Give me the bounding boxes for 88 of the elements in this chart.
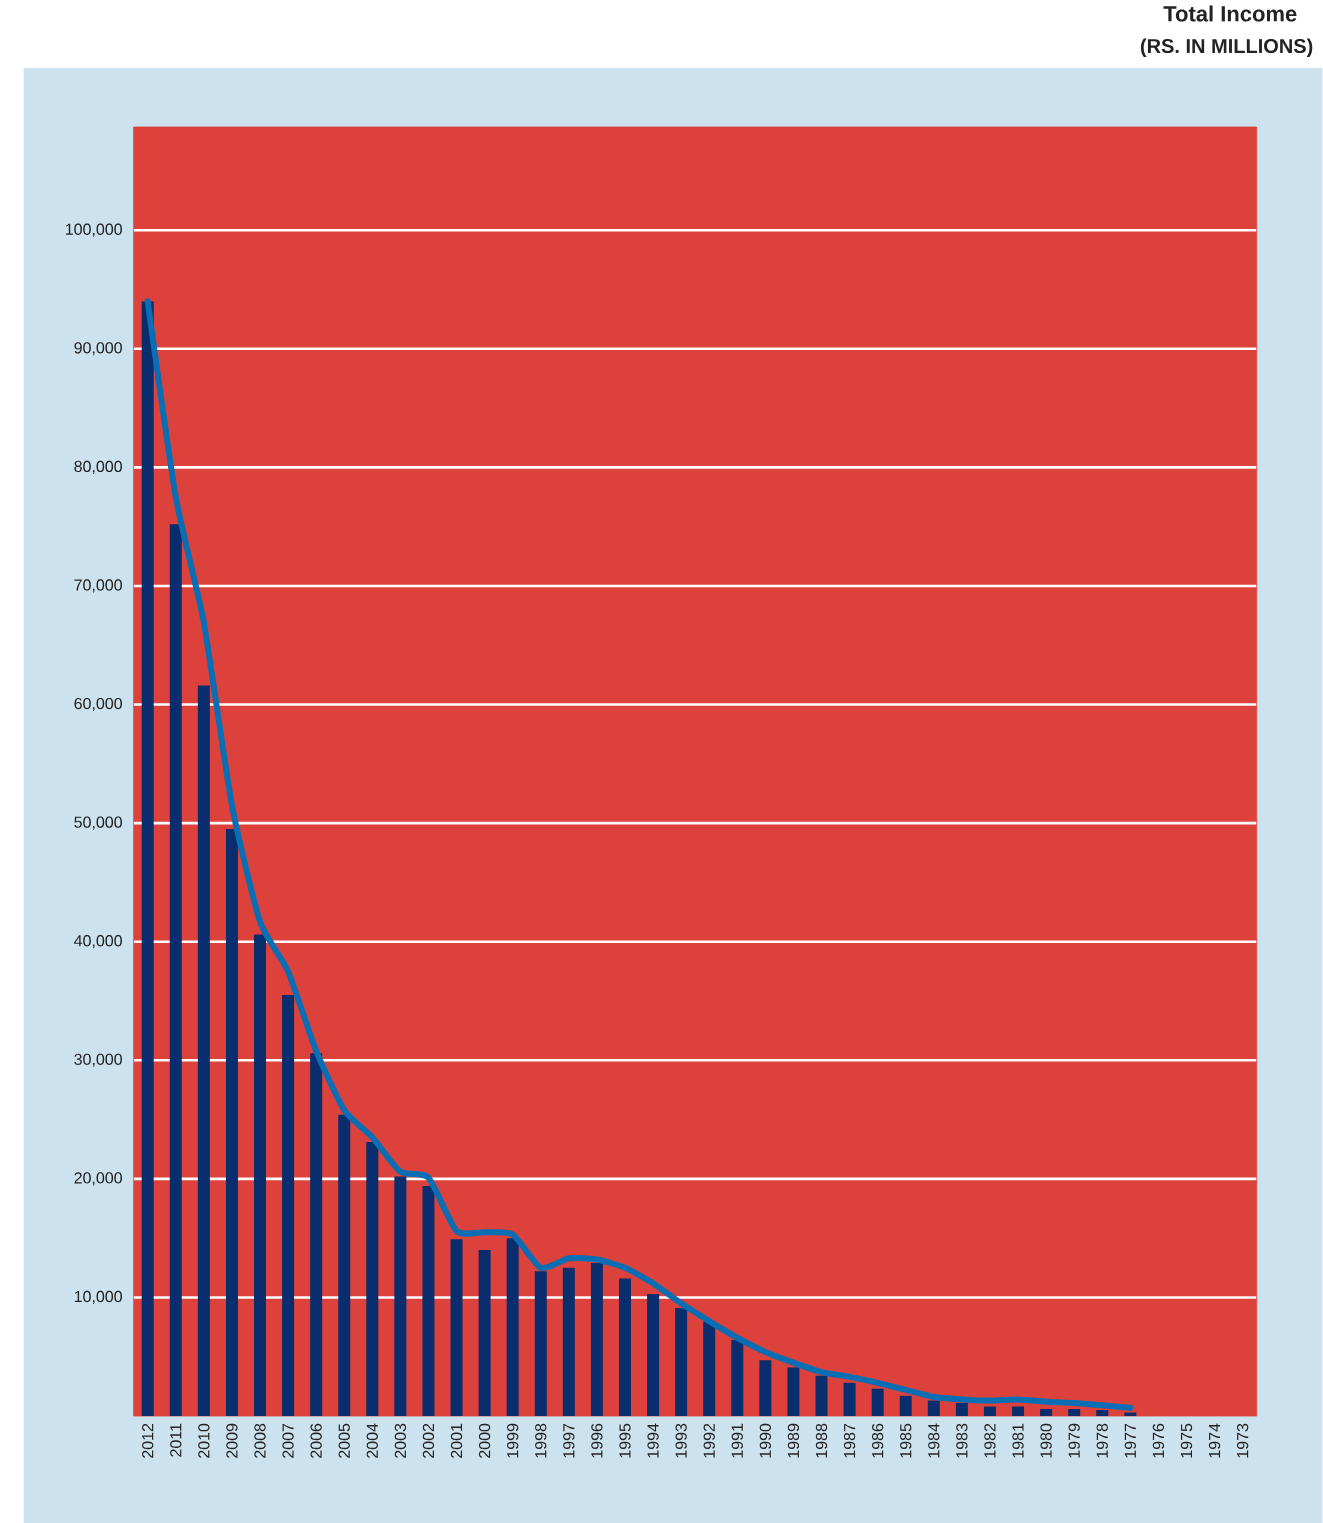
chart-title: Total Income xyxy=(1163,5,1297,22)
x-tick-label: 2006 xyxy=(310,1423,322,1458)
bar xyxy=(506,1238,519,1417)
x-tick-label: 1977 xyxy=(1124,1423,1137,1458)
bar xyxy=(366,1142,379,1417)
y-tick-label: 30,000 xyxy=(74,1053,123,1067)
x-tick-label: 1983 xyxy=(956,1423,968,1458)
x-tick-label: 2011 xyxy=(170,1423,182,1457)
x-tick-label: 1973 xyxy=(1237,1423,1249,1458)
x-tick-label: 2010 xyxy=(198,1423,210,1458)
x-tick-label: 2004 xyxy=(366,1423,379,1458)
bar xyxy=(169,524,182,1417)
x-tick-label: 1997 xyxy=(563,1423,575,1458)
x-tick-label: 2005 xyxy=(338,1423,351,1458)
y-tick-label: 90,000 xyxy=(74,342,123,356)
x-tick-label: 1981 xyxy=(1012,1423,1024,1458)
y-tick-label: 50,000 xyxy=(74,816,123,830)
x-tick-label: 1979 xyxy=(1068,1423,1081,1458)
x-tick-label: 2000 xyxy=(479,1423,491,1458)
bar xyxy=(198,685,211,1417)
bar xyxy=(815,1375,828,1417)
x-tick-label: 2008 xyxy=(254,1423,266,1458)
bar xyxy=(1012,1406,1025,1417)
bar xyxy=(843,1382,856,1417)
bar xyxy=(647,1293,660,1417)
y-tick-label: 60,000 xyxy=(74,697,123,712)
bar xyxy=(1040,1408,1053,1417)
x-tick-label: 2012 xyxy=(142,1423,154,1458)
bar xyxy=(282,995,295,1417)
bar xyxy=(984,1406,997,1417)
x-tick-label: 2009 xyxy=(226,1423,238,1458)
x-tick-label: 1992 xyxy=(703,1423,716,1458)
bar xyxy=(478,1249,491,1417)
x-tick-label: 1995 xyxy=(619,1423,631,1458)
bar xyxy=(141,301,154,1417)
bar xyxy=(927,1400,940,1417)
bar xyxy=(450,1239,463,1417)
bar xyxy=(563,1267,575,1417)
x-tick-label: 1999 xyxy=(507,1423,519,1458)
x-tick-label: 1986 xyxy=(872,1423,884,1458)
bar xyxy=(703,1321,716,1417)
bar xyxy=(1068,1408,1081,1417)
bar xyxy=(591,1263,604,1417)
x-tick-label: 1975 xyxy=(1180,1423,1193,1458)
bar xyxy=(1096,1410,1109,1417)
y-tick-label: 70,000 xyxy=(74,579,123,593)
chart-subtitle: (RS. IN MILLIONS) xyxy=(1141,38,1313,58)
bar xyxy=(787,1367,800,1417)
x-tick-label: 1996 xyxy=(591,1423,603,1458)
bar xyxy=(759,1360,772,1417)
x-tick-label: 1982 xyxy=(984,1423,996,1458)
x-tick-label: 2001 xyxy=(451,1423,463,1458)
bar xyxy=(956,1402,969,1417)
x-tick-label: 1978 xyxy=(1096,1423,1109,1458)
x-tick-label: 1984 xyxy=(928,1423,940,1458)
bar xyxy=(254,934,267,1417)
y-tick-label: 10,000 xyxy=(75,1290,123,1305)
x-tick-label: 2002 xyxy=(422,1423,435,1458)
x-tick-label: 1993 xyxy=(675,1423,687,1458)
bar xyxy=(619,1278,632,1417)
x-tick-label: 1994 xyxy=(647,1423,659,1458)
bar xyxy=(1124,1412,1137,1417)
y-tick-label: 20,000 xyxy=(74,1172,123,1186)
x-tick-label: 2007 xyxy=(282,1423,294,1458)
bar xyxy=(899,1395,912,1417)
bar xyxy=(394,1176,407,1417)
bar xyxy=(338,1114,351,1417)
bar xyxy=(871,1388,884,1417)
bar xyxy=(310,1053,323,1417)
bar xyxy=(534,1271,547,1417)
y-tick-label: 80,000 xyxy=(74,460,123,474)
x-tick-label: 1991 xyxy=(731,1423,744,1458)
bar xyxy=(422,1185,435,1417)
x-tick-label: 1985 xyxy=(900,1423,912,1458)
x-tick-label: 1989 xyxy=(787,1423,800,1458)
x-tick-label: 1974 xyxy=(1209,1423,1221,1458)
x-tick-label: 1990 xyxy=(759,1423,772,1458)
x-tick-label: 2003 xyxy=(394,1423,407,1458)
y-tick-label: 40,000 xyxy=(74,935,123,949)
y-tick-label: 100,000 xyxy=(66,223,123,237)
x-tick-label: 1987 xyxy=(844,1423,856,1458)
bar xyxy=(226,829,239,1417)
bar xyxy=(675,1308,688,1417)
x-tick-label: 1976 xyxy=(1152,1423,1165,1458)
x-tick-label: 1980 xyxy=(1040,1423,1052,1458)
x-tick-label: 1998 xyxy=(535,1423,547,1458)
x-tick-label: 1988 xyxy=(816,1423,828,1458)
bar xyxy=(731,1340,744,1417)
